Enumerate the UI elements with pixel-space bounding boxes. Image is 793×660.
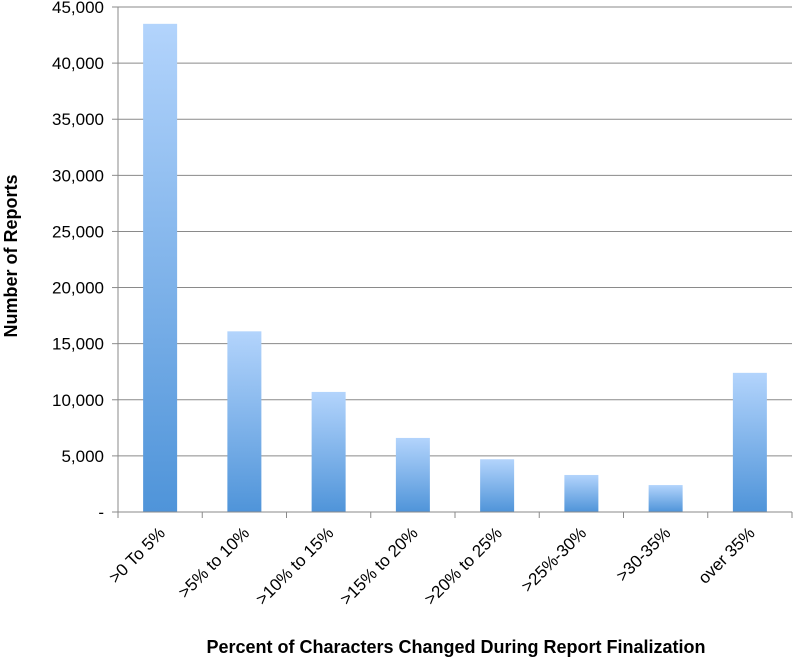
- bars: [143, 23, 767, 512]
- bar: [564, 474, 599, 512]
- y-tick-label: 40,000: [52, 54, 104, 73]
- y-axis-title: Number of Reports: [1, 174, 21, 337]
- x-tick-label: >0 To 5%: [105, 523, 169, 587]
- x-axis-title: Percent of Characters Changed During Rep…: [206, 637, 705, 657]
- bar: [732, 372, 767, 512]
- y-tick-labels: - 5,000 10,000 15,000 20,000 25,000 30,000 35,0…: [52, 0, 104, 522]
- x-tick-labels: >0 To 5% >5% to 10%>10% to 15%>15% to 20%…: [105, 523, 758, 608]
- y-tick-label: 15,000: [52, 335, 104, 354]
- bar: [311, 391, 346, 512]
- gridlines: [112, 6, 793, 518]
- y-tick-label: 10,000: [52, 391, 104, 410]
- bar: [143, 23, 178, 512]
- x-tick-label: >15% to 20%: [336, 523, 421, 608]
- x-tick-label: over 35%: [694, 523, 758, 587]
- y-tick-label: 20,000: [52, 279, 104, 298]
- y-tick-label: -: [98, 503, 104, 522]
- y-tick-label: 45,000: [52, 0, 104, 17]
- y-tick-label: 30,000: [52, 166, 104, 185]
- x-tick-label: >25%-30%: [518, 523, 591, 596]
- x-tick-label: >5% to 10%: [175, 523, 254, 602]
- bar: [227, 331, 262, 512]
- x-tick-label: >30-35%: [613, 523, 675, 585]
- axes: [117, 7, 792, 513]
- bar: [480, 459, 515, 512]
- y-tick-label: 5,000: [61, 447, 104, 466]
- x-tick-label: >20% to 25%: [421, 523, 506, 608]
- y-tick-label: 35,000: [52, 110, 104, 129]
- x-tick-label: >10% to 15%: [252, 523, 337, 608]
- bar: [395, 437, 430, 512]
- y-tick-label: 25,000: [52, 222, 104, 241]
- bar: [648, 485, 683, 512]
